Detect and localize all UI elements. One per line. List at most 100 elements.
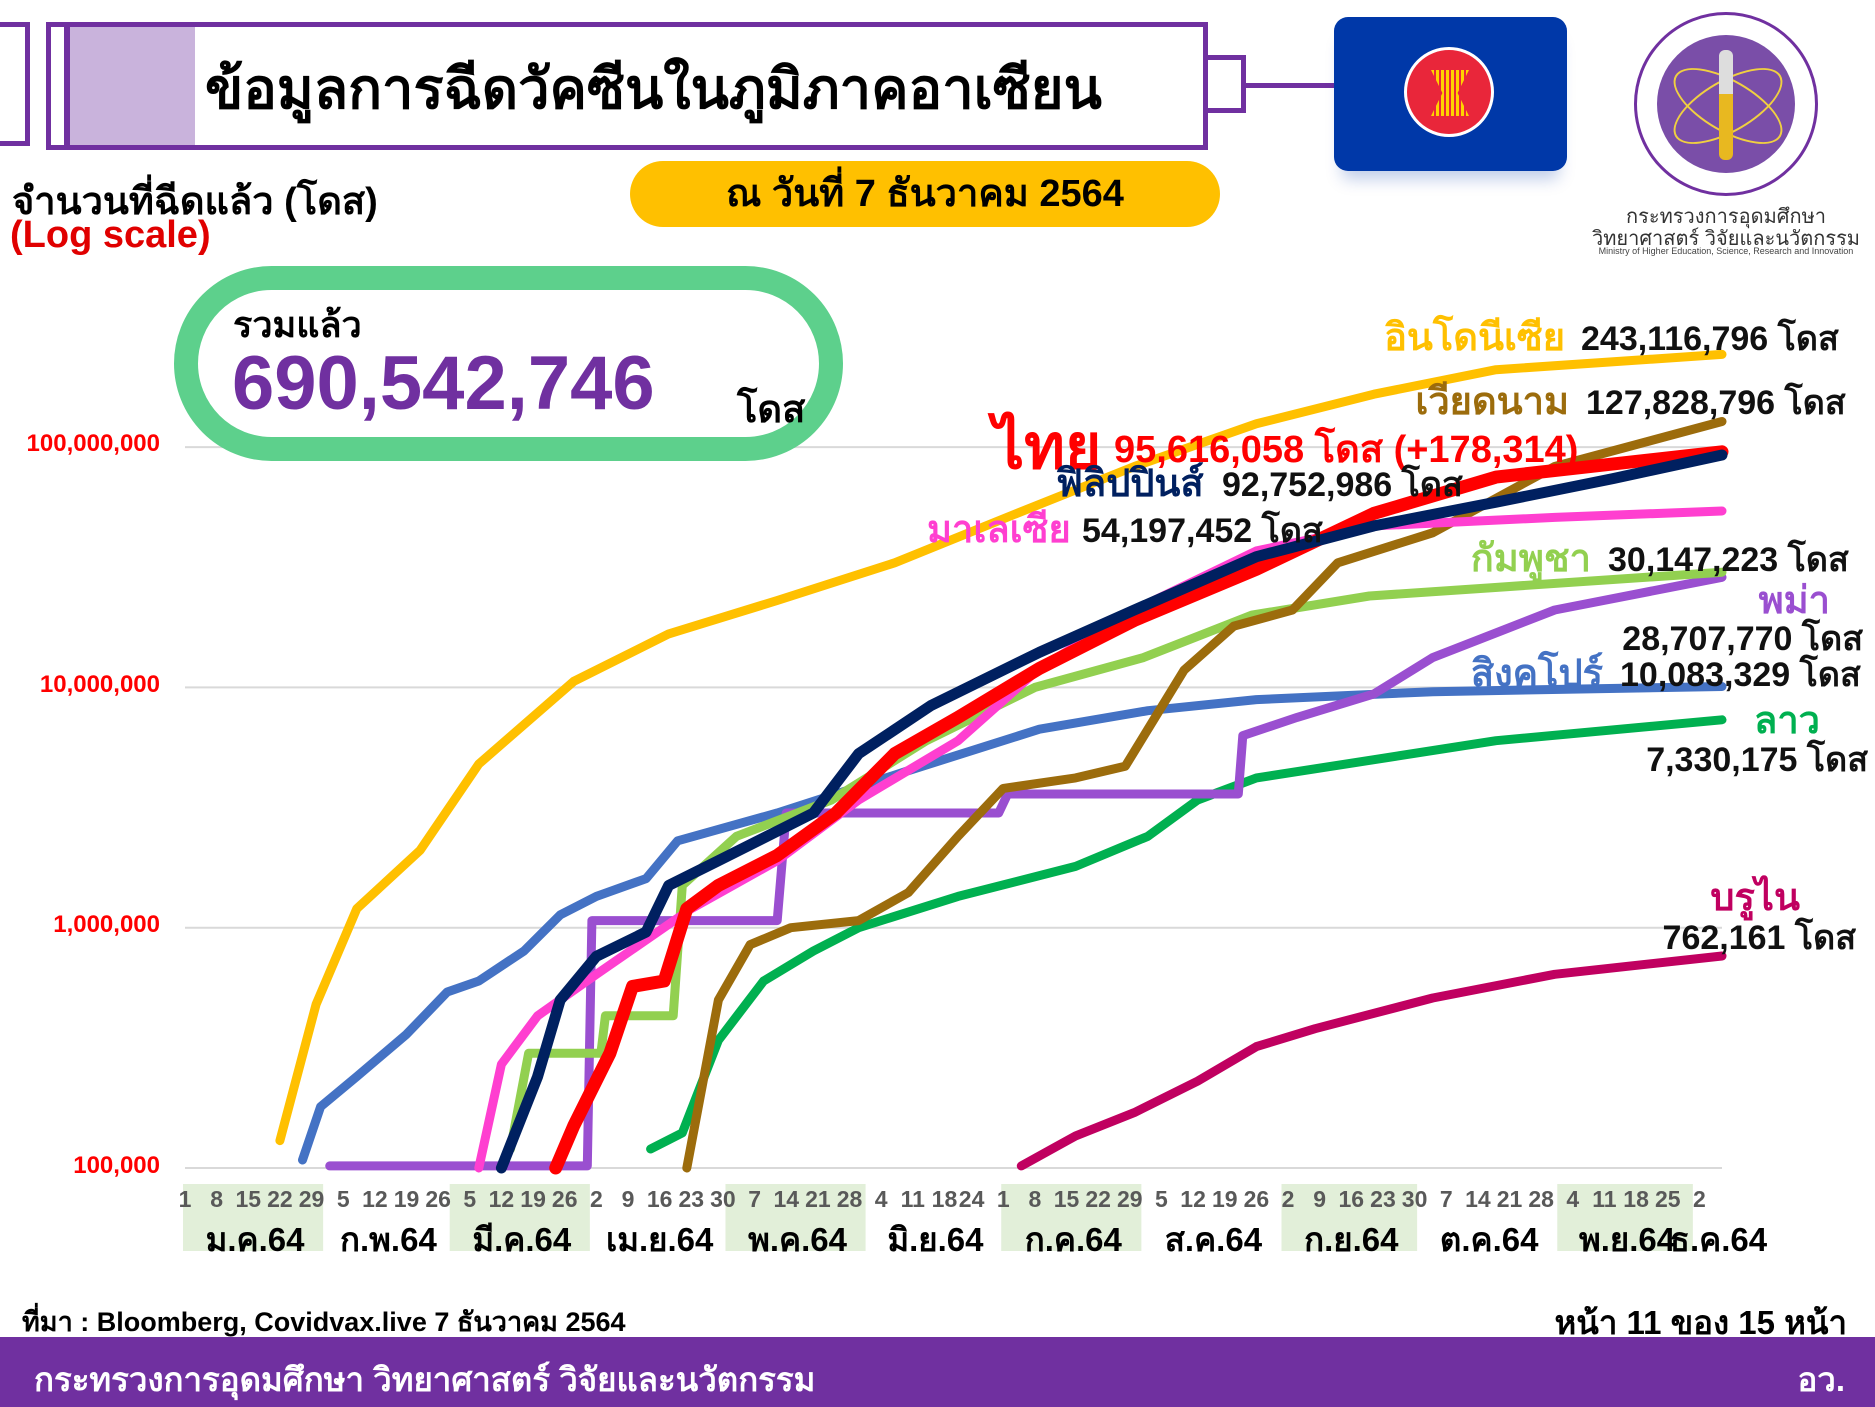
page-title: ข้อมูลการฉีดวัคซีนในภูมิภาคอาเซียน <box>205 57 1102 120</box>
log-scale-note: (Log scale) <box>10 214 211 256</box>
value-indonesia: 243,116,796 โดส <box>1581 320 1839 358</box>
ministry-name-th-2: วิทยาศาสตร์ วิจัยและนวัตกรรม <box>1591 228 1860 250</box>
day-tick-label: 12 <box>488 1186 515 1212</box>
day-tick-label: 9 <box>1313 1186 1327 1212</box>
month-label: ม.ค.64 <box>205 1221 305 1258</box>
day-tick-label: 16 <box>646 1186 673 1212</box>
day-tick-label: 1 <box>178 1186 192 1212</box>
footer-org: กระทรวงการอุดมศึกษา วิทยาศาสตร์ วิจัยและ… <box>34 1361 816 1398</box>
day-tick-label: 1 <box>996 1186 1010 1212</box>
day-tick-label: 2 <box>589 1186 603 1212</box>
day-tick-label: 4 <box>1566 1186 1580 1212</box>
label-philippines: ฟิลิปปินส์ <box>1056 463 1204 505</box>
day-tick-label: 11 <box>900 1186 925 1212</box>
footer-org-short: อว. <box>1797 1361 1845 1398</box>
month-label: พ.ค.64 <box>748 1221 847 1258</box>
series-line-7 <box>298 682 1727 1165</box>
label-brunei: บรูไน <box>1710 877 1800 919</box>
day-tick-label: 15 <box>1053 1186 1080 1212</box>
month-band <box>1281 1184 1418 1251</box>
value-thailand: 95,616,058 โดส (+178,314) <box>1114 429 1579 471</box>
day-tick-label: 5 <box>1155 1186 1168 1212</box>
day-tick-label: 22 <box>1085 1186 1111 1212</box>
value-singapore: 10,083,329 โดส <box>1620 656 1861 694</box>
value-malaysia: 54,197,452 โดส <box>1082 512 1323 550</box>
day-tick-label: 18 <box>1623 1186 1649 1212</box>
month-band <box>449 1184 590 1251</box>
day-tick-label: 23 <box>678 1186 705 1212</box>
series-line-1 <box>682 417 1727 1173</box>
ministry-seal-logo <box>1634 12 1818 196</box>
label-thailand: ไทย <box>993 413 1102 482</box>
series-line-8 <box>646 715 1727 1154</box>
label-indonesia: อินโดนีเซีย <box>1384 317 1565 359</box>
day-tick-label: 28 <box>1528 1186 1554 1212</box>
month-band <box>1001 1184 1142 1251</box>
day-tick-label: 24 <box>958 1186 985 1212</box>
day-tick-label: 7 <box>748 1186 761 1212</box>
month-band <box>183 1184 324 1251</box>
value-myanmar: 28,707,770 โดส <box>1622 620 1863 658</box>
source-note: ที่มา : Bloomberg, Covidvax.live 7 ธันวา… <box>22 1307 626 1337</box>
day-tick-label: 30 <box>710 1186 736 1212</box>
day-tick-label: 29 <box>1117 1186 1143 1212</box>
label-singapore: สิงคโปร์ <box>1470 653 1603 695</box>
day-tick-label: 19 <box>393 1186 420 1212</box>
day-tick-label: 26 <box>1243 1186 1270 1212</box>
series-line-3 <box>495 449 1728 1174</box>
footer-bar: กระทรวงการอุดมศึกษา วิทยาศาสตร์ วิจัยและ… <box>0 1337 1875 1407</box>
month-label: มี.ค.64 <box>472 1221 572 1258</box>
month-label: ต.ค.64 <box>1439 1221 1539 1258</box>
day-tick-label: 22 <box>267 1186 293 1212</box>
day-tick-label: 15 <box>235 1186 262 1212</box>
month-label: ส.ค.64 <box>1164 1221 1263 1258</box>
ytick-label: 100,000,000 <box>26 430 160 457</box>
label-laos: ลาว <box>1754 700 1820 742</box>
day-tick-label: 5 <box>463 1186 477 1212</box>
day-tick-label: 9 <box>621 1186 635 1212</box>
month-label: ธ.ค.64 <box>1669 1221 1768 1258</box>
month-label: ก.พ.64 <box>340 1221 437 1258</box>
day-tick-label: 30 <box>1401 1186 1428 1212</box>
day-tick-label: 12 <box>1180 1186 1206 1212</box>
value-philippines: 92,752,986 โดส <box>1222 466 1463 504</box>
ministry-name-th-1: กระทรวงการอุดมศึกษา <box>1626 206 1826 228</box>
value-brunei: 762,161 โดส <box>1662 919 1856 957</box>
day-tick-label: 4 <box>874 1186 888 1212</box>
day-tick-label: 25 <box>1654 1186 1681 1212</box>
day-tick-label: 7 <box>1439 1186 1453 1212</box>
ytick-label: 10,000,000 <box>39 671 160 698</box>
series-line-9 <box>1016 951 1727 1171</box>
day-tick-label: 19 <box>1211 1186 1238 1212</box>
value-cambodia: 30,147,223 โดส <box>1608 541 1849 579</box>
ministry-name-en: Ministry of Higher Education, Science, R… <box>1598 246 1854 256</box>
month-label: ก.ค.64 <box>1024 1221 1122 1258</box>
series-line-6 <box>325 572 1727 1171</box>
day-tick-label: 21 <box>1496 1186 1523 1212</box>
label-cambodia: กัมพูชา <box>1470 538 1591 580</box>
plunger-end <box>0 22 30 146</box>
total-badge <box>174 266 843 461</box>
day-tick-label: 18 <box>931 1186 958 1212</box>
total-label: รวมแล้ว <box>233 304 362 345</box>
series-line-5 <box>506 567 1727 1154</box>
day-tick-label: 21 <box>805 1186 831 1212</box>
total-unit: โดส <box>737 389 806 431</box>
day-tick-label: 11 <box>1592 1186 1617 1212</box>
day-tick-label: 14 <box>773 1186 800 1212</box>
value-laos: 7,330,175 โดส <box>1646 741 1868 779</box>
plunger-fill <box>64 27 195 145</box>
page-number: หน้า 11 ของ 15 หน้า <box>1554 1304 1847 1341</box>
day-tick-label: 19 <box>520 1186 546 1212</box>
syringe-barrel <box>46 22 1208 150</box>
needle <box>1246 83 1336 88</box>
month-label: มิ.ย.64 <box>887 1221 984 1258</box>
label-vietnam: เวียดนาม <box>1415 381 1569 423</box>
total-value: 690,542,746 <box>232 341 655 426</box>
day-tick-label: 26 <box>425 1186 451 1212</box>
day-tick-label: 5 <box>336 1186 350 1212</box>
needle-hub <box>1208 55 1246 113</box>
series-line-0 <box>275 349 1727 1146</box>
month-band <box>1557 1184 1693 1251</box>
